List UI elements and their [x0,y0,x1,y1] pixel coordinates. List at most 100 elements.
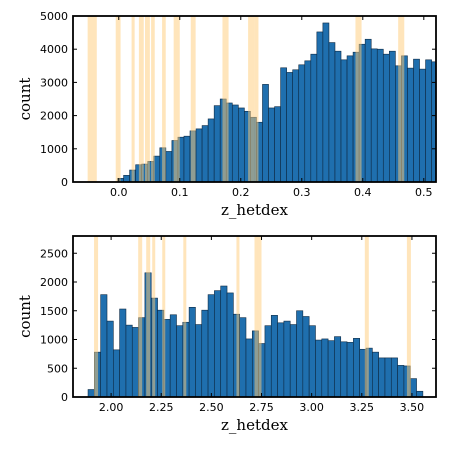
top-histogram-bar [274,106,281,182]
top-highlight-band [222,16,229,182]
top-x-tick-label: 0.2 [232,186,250,199]
bottom-histogram-bar [239,317,247,397]
top-highlight-band [190,16,196,182]
top-histogram-bar [207,118,215,182]
bottom-histogram-bar [384,357,392,397]
bottom-histogram-bar [214,290,222,397]
top-histogram-bar [213,105,221,182]
top-histogram-bar [201,125,209,182]
bottom-highlight-band [146,236,151,397]
top-y-axis-label: count [16,78,34,121]
top-histogram-bar [298,64,306,182]
top-histogram-bar [340,59,348,182]
top-histogram-bar [444,62,450,182]
bottom-highlight-band [152,236,156,397]
top-histogram-bar [438,67,444,182]
bottom-histogram-bar [207,294,215,397]
top-histogram-bar [195,128,203,182]
bottom-histogram-bar [372,351,379,397]
bottom-histogram-bar [353,338,360,397]
bottom-histogram-bar [283,320,291,397]
top-highlight-band [254,16,259,182]
top-histogram-panel: 0.0 0.1 0.2 0.3 0.4 0.5 0 1000 2000 3000 4000 5000 z… [16,10,450,219]
bottom-histogram-bar [106,320,114,397]
bottom-histogram-bar [195,324,203,397]
bottom-highlight-band [162,236,166,397]
top-histogram-bar [407,67,414,182]
top-highlight-band [115,16,121,182]
top-histogram-bar [304,60,312,182]
top-highlight-band [92,16,97,182]
top-histogram-bar [334,50,342,182]
bottom-histogram-bar [188,306,196,397]
top-histogram-bar [268,107,275,182]
bottom-y-tick-label: 0 [61,391,68,404]
bottom-y-axis-label: count [16,295,34,338]
bottom-x-tick-label: 3.50 [400,401,425,414]
top-x-tick-label: 0.3 [293,186,311,199]
top-histogram-bar [262,84,269,182]
top-highlight-band [151,16,155,182]
bottom-y-tick-label: 2500 [40,247,68,260]
top-y-tick-label: 5000 [40,10,68,23]
top-histogram-bar [376,48,384,182]
top-histogram-bar [419,68,426,182]
top-histogram-bar [322,22,330,182]
bottom-y-tick-label: 1000 [40,334,68,347]
top-highlight-band [173,16,180,182]
bottom-y-tick-label: 500 [47,362,68,375]
top-highlight-band [144,16,150,182]
bottom-highlight-band [236,236,240,397]
top-histogram-bar [431,61,436,182]
bottom-x-tick-label: 2.25 [149,401,174,414]
bottom-x-tick-label: 2.00 [99,401,124,414]
bottom-histogram-bar [302,316,310,397]
top-y-tick-label: 0 [61,176,68,189]
bottom-histogram-bar [308,325,316,397]
bottom-histogram-bar [416,390,424,397]
bottom-histogram-bar [119,308,127,397]
bottom-x-tick-label: 3.25 [350,401,375,414]
top-x-tick-label: 0.1 [171,186,189,199]
top-histogram-bar [310,53,318,182]
top-histogram-bar [183,135,191,182]
top-highlight-band [138,16,144,182]
top-x-tick-label: 0.5 [415,186,433,199]
top-histogram-bar [286,72,293,182]
bottom-x-tick-label: 2.75 [249,401,274,414]
top-histogram-bar [389,50,396,182]
top-histogram-bar [316,31,324,182]
top-highlight-band [248,16,255,182]
bottom-histogram-bar [87,389,95,397]
top-histogram-bar [231,104,239,182]
top-highlight-band [87,16,93,182]
top-x-axis-label: z_hetdex [221,201,288,219]
bottom-histogram-bar [277,322,285,397]
bottom-histogram-bar [226,292,234,397]
top-x-tick-label: 0.4 [354,186,372,199]
bottom-highlight-band [254,236,258,397]
bottom-highlight-band [94,236,99,397]
bottom-histogram-bar [264,325,272,397]
top-histogram-bar [165,151,173,182]
bottom-highlight-band [138,236,143,397]
top-highlight-band [131,16,135,182]
top-axes-frame [72,15,437,183]
bottom-histogram-bar [321,338,329,397]
bottom-y-tick-label: 1500 [40,305,68,318]
top-histogram-bar [328,42,336,182]
top-histogram-bar [280,67,287,182]
top-highlight-band [162,16,166,182]
bottom-histogram-bar [397,365,405,397]
bottom-histogram-bar [131,327,139,397]
top-y-tick-label: 3000 [40,76,68,89]
bottom-x-tick-label: 3.00 [299,401,324,414]
bottom-histogram-panel: 2.00 2.25 2.50 2.75 3.00 3.25 3.50 0 500 1000 1500… [16,235,437,434]
top-histogram-bar [413,58,420,182]
bottom-histogram-bar [289,324,297,397]
top-y-tick-label: 1000 [40,143,68,156]
bottom-histogram-bar [270,315,278,397]
top-histogram-bar [382,53,390,182]
bottom-histogram-bar [340,341,348,397]
bottom-histogram-bar [315,339,323,397]
